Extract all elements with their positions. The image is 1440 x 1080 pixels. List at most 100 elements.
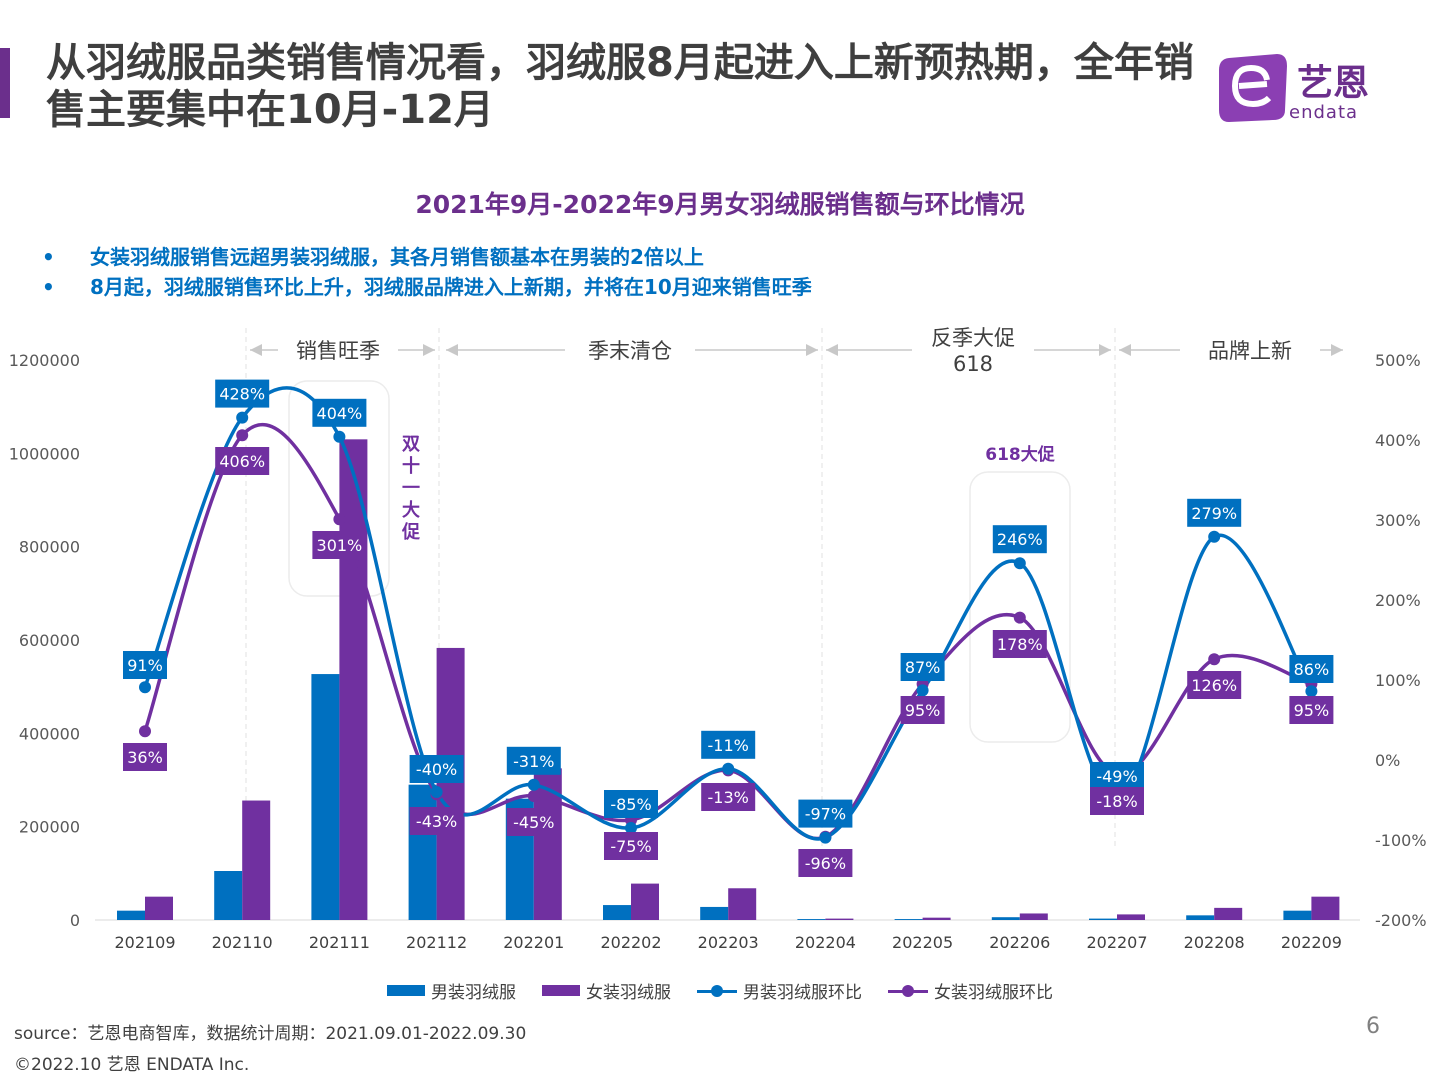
data-label-women-mom-bg	[992, 630, 1047, 658]
bar-women-sales	[1214, 907, 1243, 920]
logo-text-en: endata	[1289, 102, 1359, 123]
legend-swatch-line	[697, 984, 737, 997]
legend-item-men-sales: 男装羽绒服	[387, 978, 516, 1003]
data-label-women-mom: 36%	[127, 748, 163, 767]
combo-chart: 0 200000 400000 600000 800000 1000000 1200000 -…	[9, 326, 1427, 952]
x-tick-label: 202201	[503, 933, 564, 952]
period-label: 销售旺季	[296, 339, 380, 363]
highlight-box-618	[969, 471, 1071, 743]
bar-men-sales	[214, 871, 243, 920]
arrow-right-icon	[1099, 344, 1111, 356]
bar-men-sales	[797, 919, 826, 920]
period-label-line: 销售旺季	[296, 339, 380, 363]
data-label-men-mom-bg	[312, 398, 367, 427]
y-right-tick-label: 300%	[1375, 511, 1421, 530]
data-label-women-mom: -45%	[513, 813, 554, 832]
data-label-men-mom: 86%	[1294, 660, 1330, 679]
bullet-dot: •	[42, 275, 55, 299]
point-men-mom	[916, 684, 929, 697]
point-women-mom	[333, 513, 346, 526]
data-label-men-mom-bg	[506, 746, 561, 775]
legend-item-women-mom: 女装羽绒服环比	[888, 978, 1053, 1003]
arrow-left-icon	[250, 344, 262, 356]
page-number: 6	[1366, 1014, 1380, 1039]
y-right-tick-label: -200%	[1375, 911, 1427, 930]
point-men-mom	[1305, 685, 1318, 698]
data-label-women-mom: -43%	[416, 812, 457, 831]
x-tick-label: 202112	[406, 933, 467, 952]
bullet-dot: •	[42, 245, 55, 269]
point-men-mom	[819, 831, 832, 844]
bar-men-sales	[408, 784, 437, 920]
data-label-women-mom-bg	[900, 696, 945, 724]
bar-women-sales	[1311, 896, 1340, 920]
data-label-women-mom: -75%	[610, 837, 651, 856]
bar-women-sales	[436, 647, 465, 920]
x-tick-label: 202206	[989, 933, 1050, 952]
period-label-line: 季末清仓	[588, 339, 672, 363]
y-right-tick-label: -100%	[1375, 831, 1427, 850]
data-label-men-mom-bg	[215, 379, 270, 408]
logo-text-cn: 艺恩	[1297, 63, 1370, 104]
data-label-men-mom-bg	[798, 799, 853, 828]
point-men-mom	[430, 786, 443, 798]
legend-label: 男装羽绒服环比	[743, 983, 862, 1003]
bullet-text: 8月起，羽绒服销售环比上升，羽绒服品牌进入上新期，并将在10月迎来销售旺季	[90, 275, 812, 299]
y-left-tick-label: 0	[70, 911, 80, 930]
legend-swatch-bar	[387, 985, 425, 996]
data-label-women-mom-bg	[312, 531, 367, 559]
data-label-women-mom: -96%	[805, 854, 846, 873]
data-label-women-mom-bg	[1289, 696, 1334, 724]
bar-men-sales	[1089, 918, 1117, 920]
annotation-double11-char: 大	[402, 499, 420, 521]
data-label-women-mom: -18%	[1096, 792, 1137, 811]
point-men-mom	[527, 778, 540, 791]
data-label-men-mom: -97%	[805, 805, 846, 824]
bar-women-sales	[922, 917, 951, 920]
x-tick-label: 202202	[600, 933, 661, 952]
endata-logo: 艺恩 endata	[1215, 52, 1390, 127]
annotation-618: 618大促	[985, 444, 1055, 465]
period-label: 季末清仓	[588, 339, 672, 363]
data-label-men-mom: 279%	[1191, 504, 1237, 523]
point-women-mom	[527, 790, 540, 802]
x-tick-label: 202208	[1184, 933, 1245, 952]
copyright: ©2022.10 艺恩 ENDATA Inc.	[14, 1055, 250, 1075]
data-label-men-mom: -85%	[610, 795, 651, 814]
data-label-women-mom-bg	[604, 832, 658, 860]
chart-title: 2021年9月-2022年9月男女羽绒服销售额与环比情况	[415, 190, 1025, 219]
bar-men-sales	[117, 910, 145, 920]
x-tick-label: 202204	[795, 933, 856, 952]
bar-men-sales	[894, 919, 923, 920]
source-note: source：艺恩电商智库，数据统计周期：2021.09.01-2022.09.…	[14, 1024, 527, 1044]
x-tick-label: 202110	[212, 933, 273, 952]
legend-swatch-line	[888, 984, 928, 997]
bar-men-sales	[1283, 910, 1312, 920]
data-label-men-mom: 428%	[219, 385, 265, 404]
arrow-left-icon	[1119, 344, 1131, 356]
data-label-women-mom-bg	[506, 808, 561, 836]
point-men-mom	[722, 762, 735, 775]
page-title: 从羽绒服品类销售情况看，羽绒服8月起进入上新预热期，全年销售主要集中在10月-1…	[46, 40, 1194, 133]
point-men-mom	[625, 822, 637, 834]
legend-item-men-mom: 男装羽绒服环比	[697, 978, 862, 1003]
data-label-women-mom-bg	[798, 849, 853, 877]
data-label-men-mom: 404%	[317, 404, 363, 423]
point-women-mom	[139, 725, 151, 738]
point-men-mom	[1208, 530, 1221, 543]
y-left-tick-label: 1200000	[9, 351, 80, 370]
arrow-left-icon	[446, 344, 458, 356]
chart-legend: 男装羽绒服 女装羽绒服 男装羽绒服环比 女装羽绒服环比	[0, 978, 1440, 1003]
y-left-tick-label: 400000	[19, 724, 80, 743]
legend-swatch-bar	[542, 985, 580, 996]
data-label-women-mom: -13%	[708, 788, 749, 807]
data-label-men-mom-bg	[701, 730, 756, 759]
period-label: 反季大促 618	[931, 326, 1015, 376]
bar-men-sales	[603, 905, 631, 920]
bar-men-sales	[311, 674, 340, 920]
bar-women-sales	[1117, 914, 1145, 920]
y-right-tick-label: 500%	[1375, 351, 1421, 370]
accent-bar	[0, 48, 10, 118]
x-tick-label: 202205	[892, 933, 953, 952]
data-label-women-mom-bg	[1090, 787, 1144, 815]
